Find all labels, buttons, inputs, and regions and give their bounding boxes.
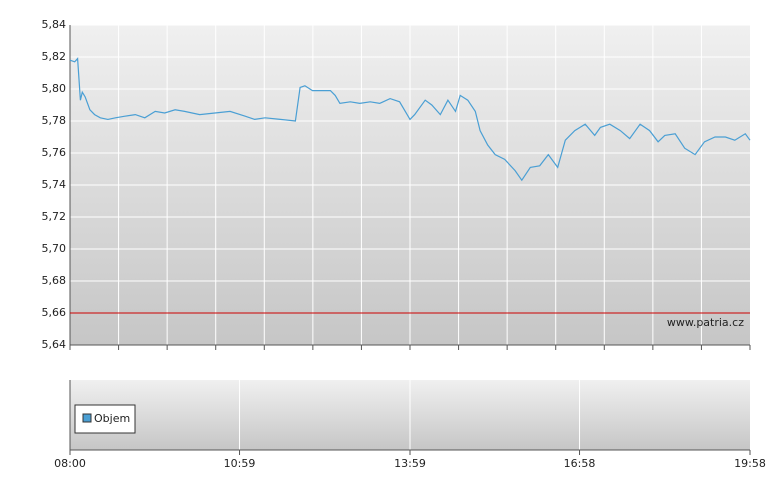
y-tick-label: 5,66: [42, 306, 67, 319]
x-tick-label: 19:58: [734, 457, 766, 470]
y-tick-label: 5,68: [42, 274, 67, 287]
legend-swatch: [82, 413, 92, 423]
watermark: www.patria.cz: [667, 316, 744, 329]
y-tick-label: 5,78: [42, 114, 67, 127]
y-tick-label: 5,74: [42, 178, 67, 191]
volume-panel: 08:00 10:59 13:59 16:58 19:58 Objem: [54, 380, 766, 470]
x-tick-label: 08:00: [54, 457, 86, 470]
y-tick-label: 5,72: [42, 210, 67, 223]
y-tick-label: 5,82: [42, 50, 67, 63]
x-tick-label: 16:58: [564, 457, 596, 470]
y-tick-label: 5,70: [42, 242, 67, 255]
y-tick-label: 5,80: [42, 82, 67, 95]
x-tick-label: 13:59: [394, 457, 426, 470]
y-tick-label: 5,64: [42, 338, 67, 351]
y-tick-label: 5,84: [42, 18, 67, 31]
price-panel: 5,64 5,66 5,68 5,70 5,72 5,74 5,76 5,78 5,80 5,82…: [42, 18, 751, 351]
legend-label: Objem: [94, 412, 130, 425]
y-tick-label: 5,76: [42, 146, 67, 159]
x-tick-label: 10:59: [224, 457, 256, 470]
price-line: [69, 57, 751, 182]
